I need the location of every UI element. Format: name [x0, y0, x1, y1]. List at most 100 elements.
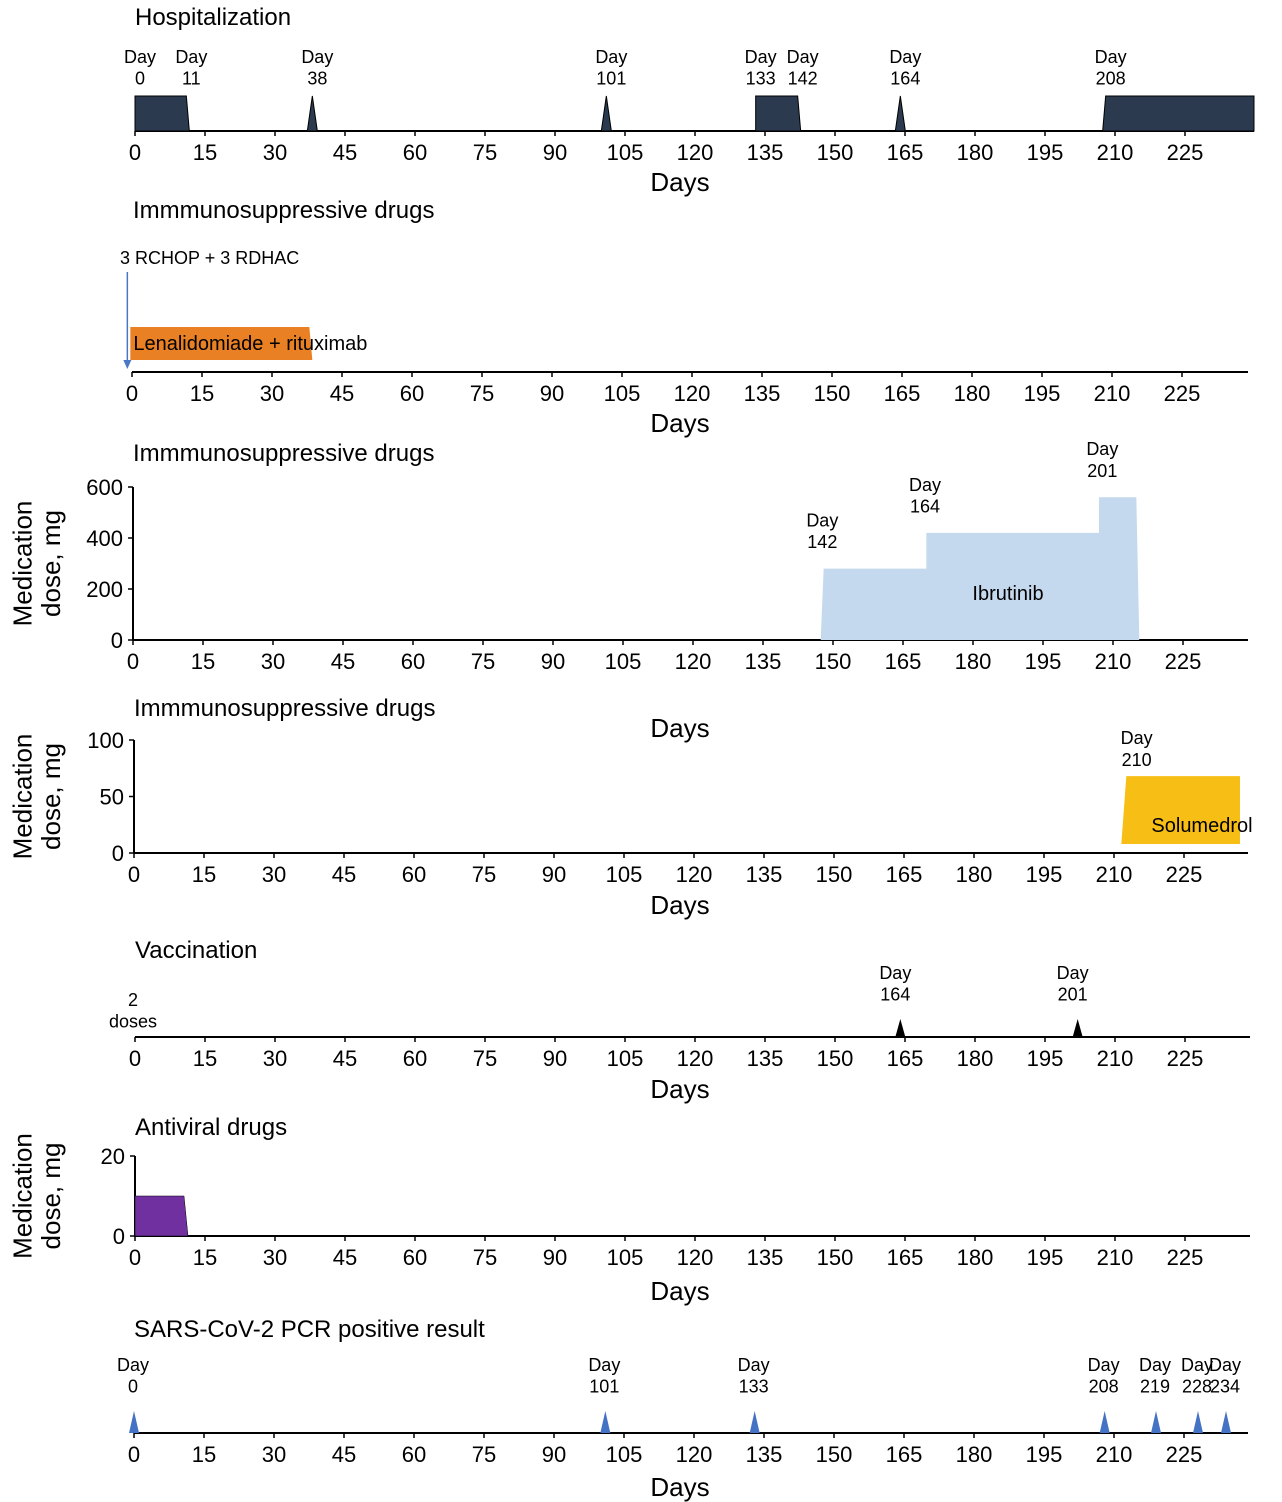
x-tick-label: 195: [1026, 862, 1063, 887]
x-tick-label: 195: [1027, 140, 1064, 165]
x-tick-label: 45: [333, 140, 357, 165]
solumedrol-label: Solumedrol: [1151, 815, 1252, 837]
x-tick-label: 120: [674, 381, 711, 406]
x-tick-label: 15: [192, 1442, 216, 1467]
day-annotation: Day 11: [175, 47, 207, 89]
hospitalization-period: [600, 95, 612, 132]
pcr-marker: [749, 1411, 760, 1433]
x-tick-label: 15: [190, 381, 214, 406]
panel-title: Immmunosuppressive drugs: [133, 197, 434, 224]
x-tick-label: 15: [192, 862, 216, 887]
ibrutinib-label: Ibrutinib: [972, 583, 1043, 605]
x-tick-label: 75: [471, 649, 495, 674]
day-annotation: Day 133: [745, 47, 777, 89]
hospitalization-period: [134, 95, 190, 132]
y-axis-label-line2: dose, mg: [36, 743, 66, 850]
x-tick-label: 60: [402, 862, 426, 887]
panel-hospitalization: Hospitalization 0 15 30 45 60 75 90 105 120 135 150…: [124, 4, 1255, 197]
x-tick-label: 30: [262, 1442, 286, 1467]
day-annotation: Day 101: [588, 1355, 620, 1397]
vaccine-marker: [895, 1019, 906, 1037]
x-tick-label: 225: [1167, 1046, 1204, 1071]
x-tick-label: 15: [193, 140, 217, 165]
x-tick-label: 210: [1097, 1046, 1134, 1071]
y-tick-label: 0: [112, 841, 124, 866]
x-tick-label: 90: [542, 862, 566, 887]
rchop-arrow-head: [123, 360, 132, 369]
day-annotation: Day 164: [909, 475, 941, 517]
solumedrol-area: [1121, 776, 1240, 844]
x-tick-label: 30: [261, 649, 285, 674]
x-tick-label: 150: [816, 1442, 853, 1467]
y-axis-label-line2: dose, mg: [36, 510, 66, 617]
x-tick-label: 150: [817, 1245, 854, 1270]
day-annotation: Day 208: [1095, 47, 1127, 89]
day-annotation: Day 142: [787, 47, 819, 89]
y-tick-label: 50: [100, 785, 124, 810]
x-tick-label: 60: [402, 1442, 426, 1467]
x-tick-label: 120: [677, 1046, 714, 1071]
x-tick-label: 135: [746, 862, 783, 887]
x-tick-label: 90: [541, 649, 565, 674]
x-tick-label: 75: [472, 862, 496, 887]
rchop-label: 3 RCHOP + 3 RDHAC: [120, 248, 299, 268]
day-annotation: Day 142: [806, 511, 838, 553]
x-axis-label: Days: [650, 890, 709, 920]
x-tick-label: 210: [1096, 862, 1133, 887]
x-tick-label: 75: [473, 1245, 497, 1270]
day-annotation: Day 210: [1121, 728, 1153, 770]
x-tick-label: 60: [403, 1046, 427, 1071]
x-tick-label: 225: [1164, 381, 1201, 406]
x-tick-label: 0: [128, 862, 140, 887]
x-tick-label: 15: [193, 1046, 217, 1071]
day-annotation: Day 228: [1181, 1355, 1213, 1397]
x-tick-label: 105: [605, 649, 642, 674]
x-tick-label: 105: [606, 1442, 643, 1467]
panel-immuno-1: Immmunosuppressive drugs 0 15 30 45 60 75 90 105…: [120, 197, 1248, 438]
y-axis-label-line1: Medication: [7, 734, 37, 860]
x-tick-label: 90: [542, 1442, 566, 1467]
day-annotation: Day 101: [595, 47, 627, 89]
x-tick-label: 105: [606, 862, 643, 887]
x-tick-label: 165: [887, 140, 924, 165]
x-tick-label: 45: [332, 862, 356, 887]
x-tick-label: 120: [677, 140, 714, 165]
day-annotation: Day 0: [124, 47, 156, 89]
day-annotation: Day 133: [738, 1355, 770, 1397]
x-tick-label: 195: [1024, 381, 1061, 406]
pcr-marker: [600, 1411, 611, 1433]
panel-title: Vaccination: [135, 937, 257, 964]
x-tick-label: 150: [817, 140, 854, 165]
x-tick-label: 225: [1165, 649, 1202, 674]
day-annotation: Day 234: [1209, 1355, 1241, 1397]
x-tick-label: 165: [886, 1442, 923, 1467]
x-tick-label: 0: [127, 649, 139, 674]
day-annotation: Day 201: [1086, 439, 1118, 481]
panel-title: Hospitalization: [135, 4, 291, 31]
hospitalization-period: [894, 95, 906, 132]
y-axis-label: Medicationdose, mg: [7, 1133, 66, 1259]
x-tick-label: 75: [473, 140, 497, 165]
x-axis-label: Days: [650, 713, 709, 743]
x-axis-label: Days: [650, 167, 709, 197]
vaccine-marker: [1072, 1019, 1083, 1037]
pcr-marker: [1151, 1411, 1161, 1433]
x-tick-label: 90: [543, 140, 567, 165]
x-tick-label: 120: [676, 1442, 713, 1467]
x-tick-label: 165: [887, 1245, 924, 1270]
y-tick-label: 400: [86, 526, 123, 551]
panel-immuno-3: Immmunosuppressive drugs 0 15 30 45 60 75 90 105…: [7, 695, 1252, 920]
x-tick-label: 210: [1097, 140, 1134, 165]
antiviral-area: [134, 1195, 189, 1237]
x-tick-label: 180: [955, 649, 992, 674]
x-tick-label: 165: [886, 862, 923, 887]
y-tick-label: 0: [113, 1224, 125, 1249]
y-tick-label: 100: [87, 728, 124, 753]
y-axis-label: Medicationdose, mg: [7, 734, 66, 860]
day-annotation: Day 208: [1088, 1355, 1120, 1397]
panel-title: Immmunosuppressive drugs: [133, 440, 434, 467]
x-tick-label: 225: [1166, 862, 1203, 887]
x-tick-label: 165: [887, 1046, 924, 1071]
x-axis-label: Days: [650, 1276, 709, 1306]
x-tick-label: 150: [817, 1046, 854, 1071]
